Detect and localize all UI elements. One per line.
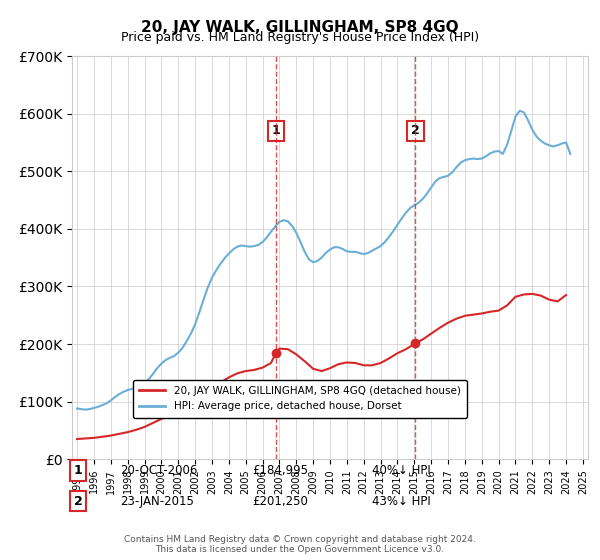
Text: Contains HM Land Registry data © Crown copyright and database right 2024.
This d: Contains HM Land Registry data © Crown c… [124, 535, 476, 554]
Text: 2: 2 [411, 124, 420, 137]
Text: Price paid vs. HM Land Registry's House Price Index (HPI): Price paid vs. HM Land Registry's House … [121, 31, 479, 44]
Text: 20, JAY WALK, GILLINGHAM, SP8 4GQ: 20, JAY WALK, GILLINGHAM, SP8 4GQ [141, 20, 459, 35]
Text: 2: 2 [74, 494, 82, 508]
Text: £184,995: £184,995 [252, 464, 308, 477]
Text: £201,250: £201,250 [252, 494, 308, 508]
Text: 1: 1 [272, 124, 280, 137]
Text: 43%↓ HPI: 43%↓ HPI [372, 494, 431, 508]
Text: 20-OCT-2006: 20-OCT-2006 [120, 464, 197, 477]
Legend: 20, JAY WALK, GILLINGHAM, SP8 4GQ (detached house), HPI: Average price, detached: 20, JAY WALK, GILLINGHAM, SP8 4GQ (detac… [133, 380, 467, 418]
Text: 23-JAN-2015: 23-JAN-2015 [120, 494, 194, 508]
Text: 1: 1 [74, 464, 82, 477]
Text: 40%↓ HPI: 40%↓ HPI [372, 464, 431, 477]
